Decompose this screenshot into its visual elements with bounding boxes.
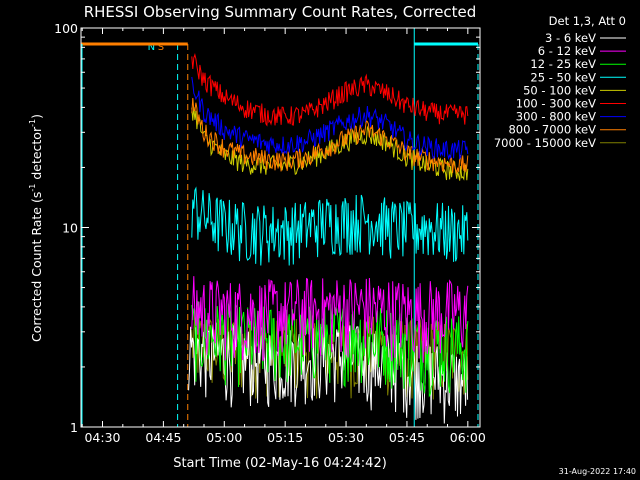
y-tick-label-0: 100 [54,21,78,36]
series-line-2 [191,301,469,398]
legend-label-8: 7000 - 15000 keV [494,136,596,150]
x-tick-label-4: 05:30 [328,430,364,445]
series-line-5 [191,53,469,127]
legend-label-1: 6 - 12 keV [538,44,596,58]
x-axis-label: Start Time (02-May-16 04:24:42) [173,456,387,471]
y-axis-label-rest: detector [29,126,44,184]
legend-label-4: 50 - 100 keV [523,83,596,97]
y-axis-label-end: ) [29,114,44,119]
x-tick-label-2: 05:00 [206,430,242,445]
y-axis-label: Corrected Count Rate (s-1 detector-1) [28,114,44,342]
flag-label-0: N [148,42,155,53]
footer-date: 31-Aug-2022 17:40 [559,467,636,476]
x-tick-label-0: 04:30 [84,430,120,445]
legend-label-2: 12 - 25 keV [530,57,596,71]
x-tick-label-3: 05:15 [267,430,303,445]
series-layer [188,53,469,424]
y-tick-label-2: 1 [70,420,78,435]
series-line-3 [191,186,469,266]
y-axis-label-exp1: -1 [28,184,37,192]
flag-label-1: S [158,42,164,53]
y-tick-label-1: 10 [62,221,78,236]
x-tick-label-6: 06:00 [450,430,486,445]
x-tick-label-5: 05:45 [389,430,425,445]
y-axis-label-exp2: -1 [28,119,37,127]
series-line-1 [191,276,469,363]
x-tick-label-1: 04:45 [145,430,181,445]
legend-label-5: 100 - 300 keV [516,97,596,111]
series-line-6 [191,76,469,161]
axis-layer: 04:30 04:45 05:00 05:15 05:30 05:45 06:00 100 10… [54,21,486,445]
legend-label-0: 3 - 6 keV [545,31,596,45]
chart-title: RHESSI Observing Summary Count Rates, Co… [84,3,477,21]
legend-header: Det 1,3, Att 0 [549,14,626,28]
series-line-4 [191,107,469,181]
y-axis-label-main: Corrected Count Rate (s [29,192,44,342]
legend-label-6: 300 - 800 keV [516,110,596,124]
legend-label-3: 25 - 50 keV [530,70,596,84]
legend-label-7: 800 - 7000 keV [508,123,596,137]
